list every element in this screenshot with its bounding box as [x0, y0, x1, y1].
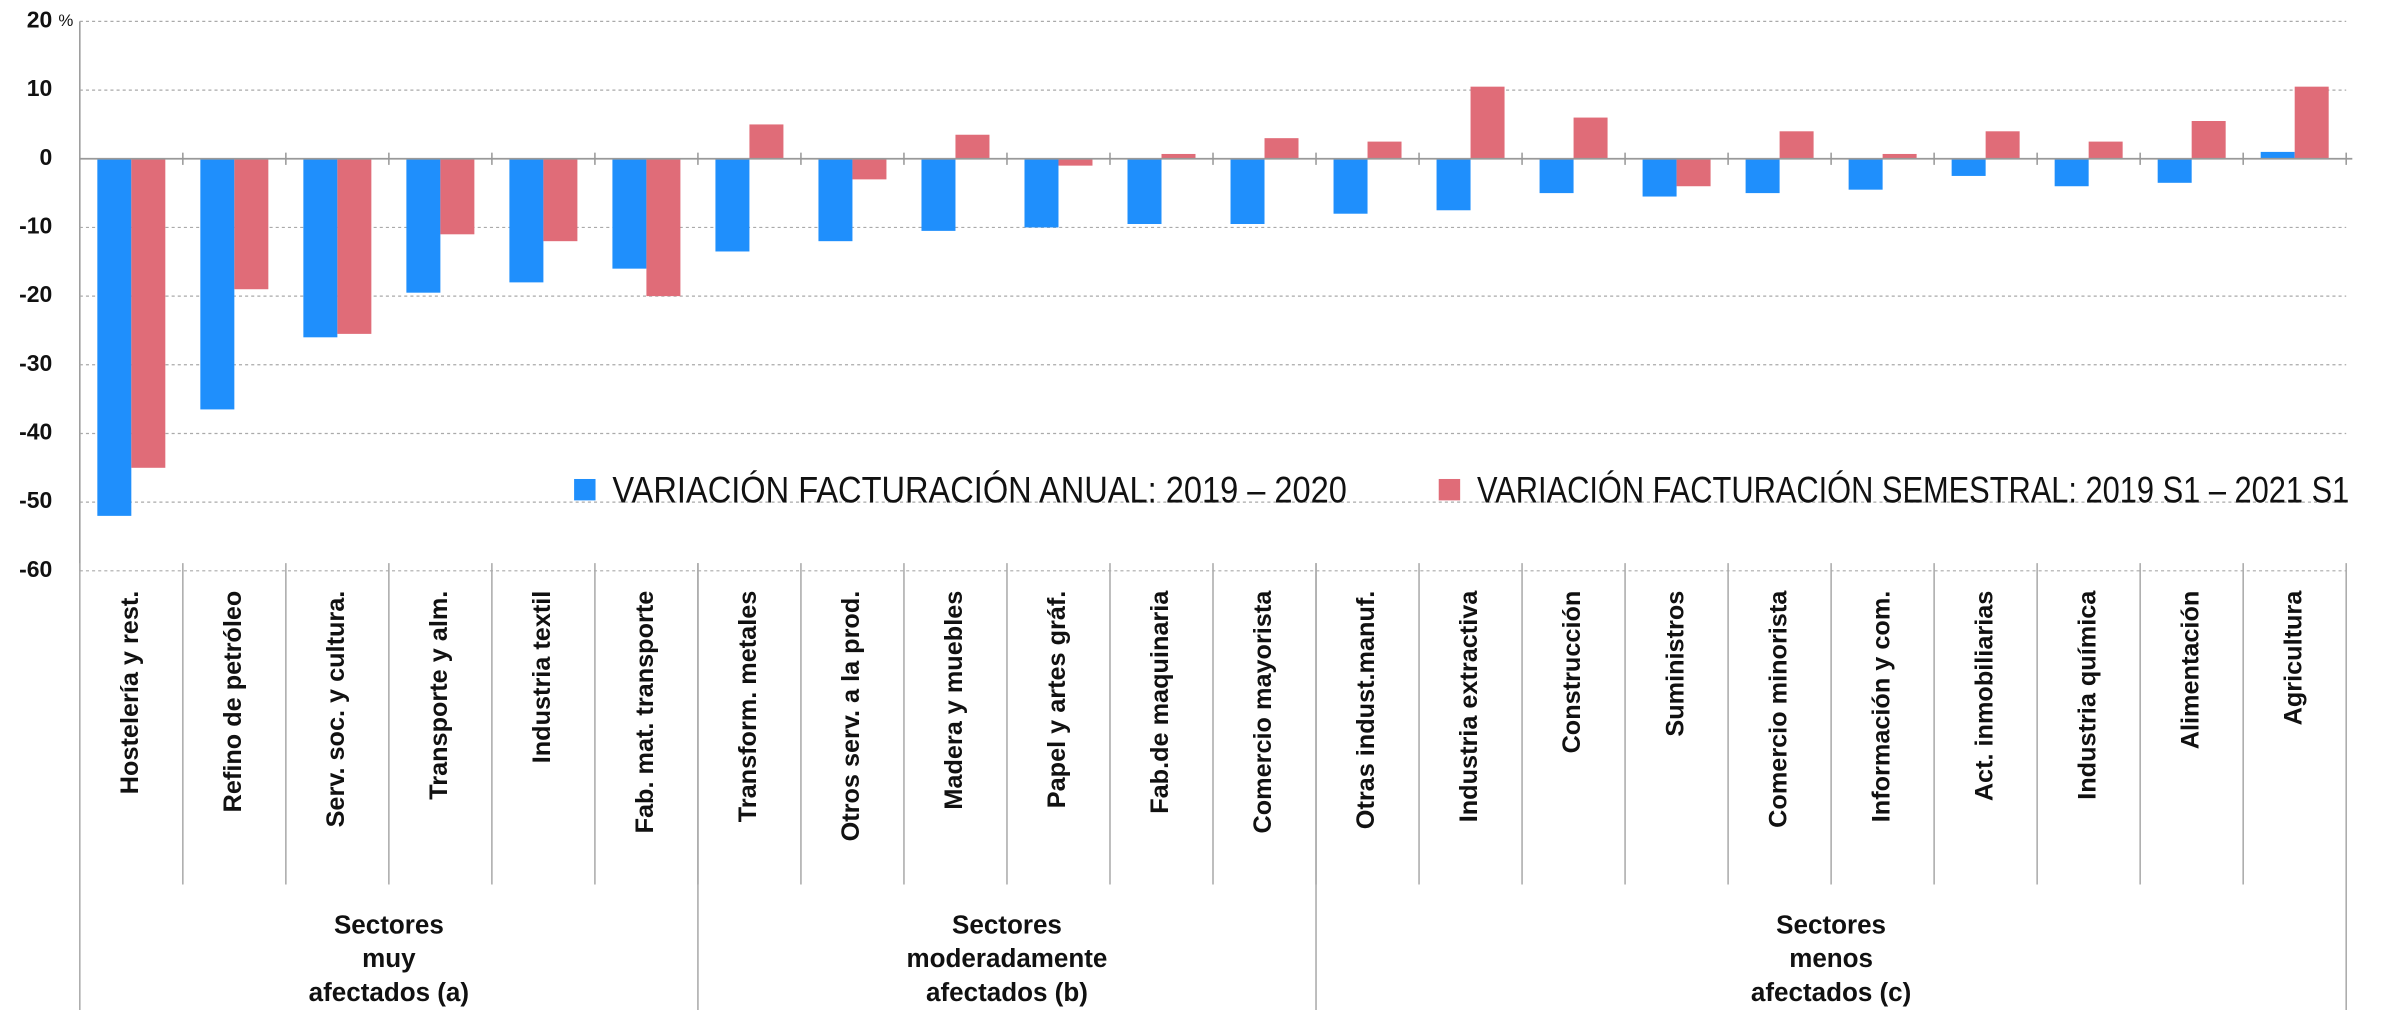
legend-swatch: [574, 478, 596, 501]
x-tick-label: Agricultura: [2279, 590, 2307, 726]
bar: [715, 158, 750, 252]
bar: [2054, 158, 2089, 187]
x-tick-label: Construcción: [1558, 591, 1586, 754]
bar: [234, 158, 269, 290]
bar: [1333, 158, 1368, 214]
bar: [921, 158, 956, 231]
bar: [1676, 158, 1711, 187]
y-tick-label: -20: [19, 281, 52, 307]
group-label: moderadamente: [907, 943, 1108, 973]
y-tick-label: 20: [27, 6, 53, 32]
bar: [1024, 158, 1059, 228]
bar: [543, 158, 578, 242]
group-label: afectados (b): [926, 977, 1088, 1007]
group-label: afectados (c): [1751, 977, 1911, 1007]
x-tick-label: Fab.de maquinaria: [1146, 590, 1174, 814]
bar: [612, 158, 647, 269]
x-tick-label: Suministros: [1661, 591, 1689, 737]
bar: [509, 158, 544, 283]
y-tick-label: 0: [40, 144, 53, 170]
bar: [1642, 158, 1677, 197]
bar: [1264, 138, 1299, 159]
bar: [1127, 158, 1162, 225]
x-tick-label: Otros serv. a la prod.: [837, 591, 865, 842]
bar: [2157, 158, 2192, 183]
bar: [852, 158, 887, 180]
x-tick-label: Fab. mat. transporte: [631, 591, 659, 834]
legend-label: VARIACIÓN FACTURACIÓN ANUAL: 2019 – 2020: [612, 469, 1347, 510]
bar: [818, 158, 853, 242]
x-tick-label: Madera y muebles: [940, 591, 968, 810]
x-tick-label: Comercio minorista: [1764, 590, 1792, 828]
x-tick-label: Alimentación: [2176, 591, 2204, 750]
bar: [303, 158, 338, 338]
y-tick-label: -50: [19, 487, 52, 513]
x-tick-label: Papel y artes gráf.: [1043, 591, 1071, 809]
bar: [131, 158, 166, 468]
x-tick-label: Información y com.: [1867, 591, 1895, 823]
bar: [1951, 158, 1986, 176]
bar: [1539, 158, 1574, 194]
bar: [1058, 158, 1093, 166]
bar: [1230, 158, 1265, 225]
bar: [1367, 141, 1402, 159]
group-label: muy: [362, 943, 416, 973]
x-tick-label: Transform. metales: [734, 591, 762, 823]
y-tick-label: 10: [27, 75, 53, 101]
bar: [1882, 153, 1917, 159]
bar: [1470, 86, 1505, 159]
bar: [97, 158, 132, 516]
bar: [749, 124, 784, 159]
y-tick-label: -30: [19, 350, 52, 376]
y-unit: %: [58, 11, 73, 30]
bar: [1161, 153, 1196, 159]
bar: [2260, 151, 2295, 159]
x-tick-label: Comercio mayorista: [1249, 590, 1277, 834]
bar: [1745, 158, 1780, 194]
x-tick-label: Refino de petróleo: [219, 591, 247, 813]
x-tick-label: Serv. soc. y cultura.: [322, 591, 350, 828]
x-tick-label: Industria textil: [528, 591, 556, 764]
bar: [1436, 158, 1471, 211]
x-tick-label: Industria química: [2073, 590, 2101, 800]
group-label: Sectores: [1776, 909, 1886, 939]
x-tick-label: Industria extractiva: [1455, 590, 1483, 823]
bar: [2191, 120, 2226, 159]
bar: [1848, 158, 1883, 190]
bar: [646, 158, 681, 297]
legend-swatch: [1438, 478, 1461, 501]
y-tick-label: -10: [19, 213, 52, 239]
x-tick-label: Otras indust.manuf.: [1352, 591, 1380, 830]
group-label: Sectores: [334, 909, 444, 939]
x-tick-label: Transporte y alm.: [425, 591, 453, 800]
legend-label: VARIACIÓN FACTURACIÓN SEMESTRAL: 2019 S1…: [1477, 469, 2349, 510]
bar: [337, 158, 372, 334]
bar: [1779, 131, 1814, 159]
bar: [200, 158, 235, 410]
x-tick-label: Hostelería y rest.: [116, 591, 144, 795]
bar: [2294, 86, 2329, 159]
group-label: Sectores: [952, 909, 1062, 939]
group-label: menos: [1789, 943, 1873, 973]
bar: [406, 158, 441, 293]
bar: [1573, 117, 1608, 159]
bar: [2088, 141, 2123, 159]
bar: [1985, 131, 2020, 159]
bar: [440, 158, 475, 235]
y-tick-label: -40: [19, 419, 52, 445]
group-label: afectados (a): [309, 977, 469, 1007]
bar: [955, 134, 990, 159]
y-tick-label: -60: [19, 556, 52, 582]
x-tick-label: Act. inmobiliarias: [1970, 591, 1998, 801]
